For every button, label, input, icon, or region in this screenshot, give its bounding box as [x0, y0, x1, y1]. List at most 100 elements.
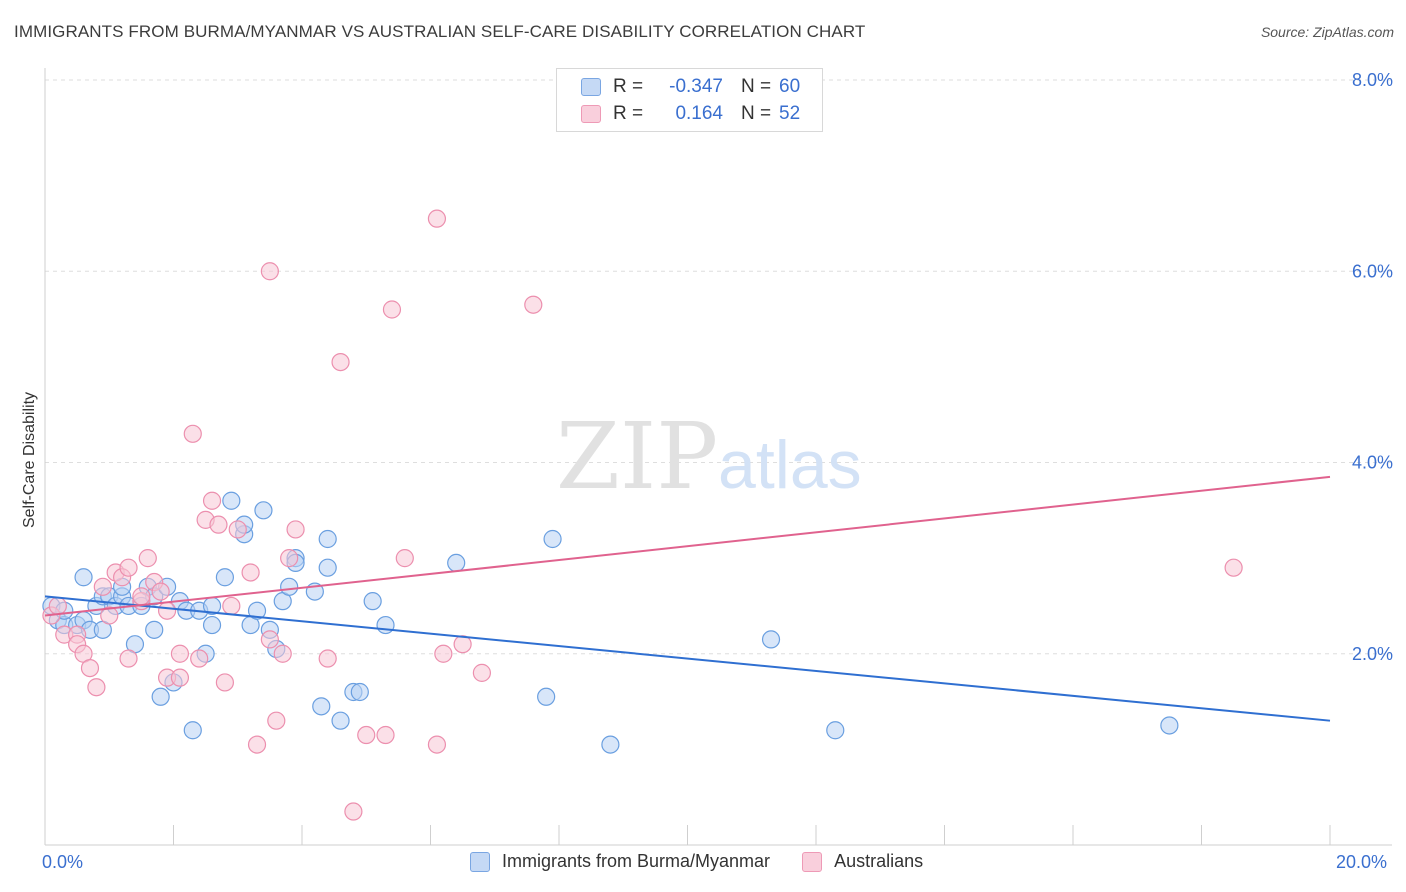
australians-point: [273, 644, 292, 663]
australians-point: [267, 711, 286, 730]
burma-point: [318, 558, 337, 577]
n-label: N =: [741, 103, 772, 124]
legend-item-australians[interactable]: Australians: [802, 851, 923, 872]
australians-point: [427, 735, 447, 754]
legend-label-burma: Immigrants from Burma/Myanmar: [502, 851, 771, 871]
trend-lines: [44, 475, 1331, 722]
y-tick-label: 6.0%: [1352, 261, 1393, 281]
y-tick-label: 4.0%: [1352, 453, 1393, 473]
australians-point: [1224, 558, 1243, 577]
stats-legend: R = -0.347 N = 60 R = 0.164 N = 52: [556, 68, 823, 132]
legend-label-australians: Australians: [834, 851, 924, 871]
australians-point: [376, 725, 395, 745]
burma-point: [543, 529, 562, 549]
burma-point: [222, 491, 241, 510]
swatch-burma: [581, 78, 601, 96]
burma-point: [1160, 716, 1179, 735]
watermark-zip: ZIP: [556, 403, 718, 510]
y-axis-label: Self-Care Disability: [21, 391, 38, 529]
n-value: 60: [779, 76, 801, 97]
swatch-australians: [581, 105, 601, 123]
australians-point: [434, 644, 453, 663]
burma-point: [145, 620, 164, 639]
australians-point: [119, 649, 138, 668]
australians-point: [132, 587, 151, 606]
y-tick-labels: 2.0% 4.0% 6.0% 8.0%: [1352, 70, 1393, 664]
r-label: R =: [613, 76, 644, 97]
australians-point: [472, 663, 491, 682]
australians-point: [427, 209, 447, 228]
series-australians-points: [42, 209, 1243, 821]
r-label: R =: [613, 103, 644, 124]
burma-point: [202, 615, 222, 635]
australians-point: [241, 563, 260, 582]
australians-point: [286, 520, 305, 539]
watermark-atlas: atlas: [718, 427, 862, 503]
australians-point: [260, 630, 279, 649]
legend-swatch-australians: [802, 851, 823, 872]
legend-item-burma[interactable]: Immigrants from Burma/Myanmar: [470, 851, 770, 872]
australians-point: [202, 491, 222, 510]
series-legend: Immigrants from Burma/Myanmar Australian…: [470, 851, 955, 872]
australians-point: [260, 262, 279, 281]
burma-point: [537, 687, 556, 706]
australians-point: [382, 300, 402, 319]
burma-point: [350, 682, 369, 702]
burma-point: [215, 568, 234, 587]
australians-point: [395, 549, 414, 568]
australians-point: [151, 582, 170, 601]
burma-point: [183, 721, 202, 740]
burma-point: [280, 577, 299, 596]
australians-point: [100, 606, 119, 625]
burma-point: [254, 501, 273, 520]
australians-point: [80, 658, 100, 678]
australians-point: [209, 515, 228, 534]
legend-swatch-burma: [470, 851, 490, 872]
source-label: Source: ZipAtlas.com: [1260, 24, 1394, 40]
australians-trend-line: [44, 475, 1331, 617]
r-value: 0.164: [675, 103, 723, 124]
stats-row-burma: R = -0.347 N = 60: [581, 75, 819, 99]
australians-point: [138, 549, 157, 568]
australians-point: [119, 558, 138, 577]
burma-point: [151, 687, 170, 706]
australians-point: [280, 549, 299, 568]
australians-point: [228, 520, 247, 539]
australians-point: [318, 649, 337, 668]
y-tick-label: 8.0%: [1352, 70, 1393, 90]
australians-point: [357, 725, 376, 745]
australians-point: [215, 673, 234, 692]
burma-point: [318, 529, 337, 549]
australians-point: [222, 596, 241, 616]
n-value: 52: [779, 103, 801, 124]
australians-point: [170, 644, 190, 663]
burma-point: [74, 568, 93, 587]
burma-trend-line: [44, 595, 1331, 722]
australians-point: [183, 424, 202, 443]
axes: [44, 68, 1392, 846]
burma-point: [331, 711, 350, 730]
australians-point: [331, 352, 350, 372]
australians-point: [453, 635, 472, 654]
y-tick-label: 2.0%: [1352, 644, 1393, 664]
r-value: -0.347: [669, 76, 723, 97]
burma-point: [363, 592, 382, 611]
australians-point: [93, 577, 112, 596]
australians-point: [190, 649, 209, 668]
chart-title: IMMIGRANTS FROM BURMA/MYANMAR VS AUSTRAL…: [14, 22, 866, 41]
burma-point: [247, 601, 267, 620]
burma-point: [376, 615, 395, 635]
australians-point: [157, 601, 177, 620]
burma-point: [447, 553, 466, 573]
australians-point: [247, 735, 267, 754]
australians-point: [524, 295, 543, 314]
australians-point: [170, 668, 190, 687]
burma-point: [312, 697, 331, 716]
x-tick-label-max: 20.0%: [1336, 852, 1388, 872]
x-tick-label-min: 0.0%: [42, 852, 84, 872]
burma-point: [761, 630, 781, 649]
watermark: ZIP atlas: [556, 403, 862, 510]
australians-point: [344, 802, 363, 821]
n-label: N =: [741, 76, 772, 97]
